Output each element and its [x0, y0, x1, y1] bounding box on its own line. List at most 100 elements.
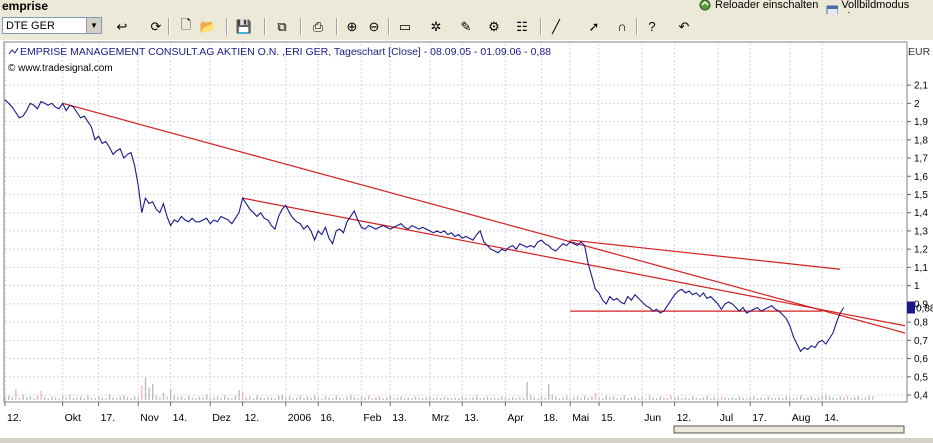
y-tick-label: 1,9 — [914, 117, 928, 128]
volume-bar — [472, 397, 474, 400]
volume-bar — [458, 398, 460, 400]
refresh-arrow-icon[interactable]: ↩ — [116, 18, 128, 34]
drawing-tool-icon[interactable]: ✎ — [460, 18, 472, 34]
volume-bar — [252, 398, 255, 400]
volume-bar — [670, 395, 672, 400]
y-tick-label: 0,7 — [914, 336, 928, 347]
volume-bar — [551, 394, 553, 400]
volume-bar — [141, 385, 143, 400]
y-tick-label: 1,5 — [914, 190, 928, 201]
volume-bar — [51, 396, 53, 400]
print-icon[interactable]: ⎙ — [312, 18, 324, 34]
volume-bar — [11, 397, 13, 400]
x-tick-label: 14. — [824, 412, 839, 424]
volume-bar — [321, 398, 323, 400]
volume-bar — [364, 397, 366, 400]
y-tick-label: 1,8 — [914, 135, 928, 146]
magnet-icon[interactable]: ∩ — [617, 19, 627, 34]
volume-bar — [80, 396, 82, 400]
volume-bar — [400, 396, 402, 400]
volume-bar — [278, 395, 280, 400]
volume-bar — [195, 398, 197, 400]
volume-bar — [854, 397, 856, 400]
chart-area[interactable]: 2,1 2 1,9 1,8 1,7 1,6 1,5 1,4 1,3 1,2 1,1 1 0,9 0,8 0,… — [0, 40, 933, 438]
volume-bar — [155, 395, 157, 400]
volume-bar — [576, 396, 579, 400]
reloader-toggle[interactable]: Reloader einschalten — [698, 0, 818, 11]
volume-bar — [422, 398, 424, 400]
volume-bar — [612, 396, 615, 400]
x-tick-label: 14. — [173, 412, 188, 424]
volume-bar — [357, 398, 359, 400]
volume-bar — [350, 394, 352, 400]
zoom-out-icon[interactable]: ⊖ — [368, 18, 380, 34]
horizontal-scrollbar[interactable] — [673, 425, 905, 434]
volume-bar — [180, 396, 183, 400]
volume-bar — [846, 395, 849, 400]
volume-bar — [40, 391, 42, 400]
volume-bar — [602, 398, 604, 400]
chart-refresh-icon[interactable]: ⟳ — [150, 18, 162, 34]
cursor-icon[interactable]: ➚ — [588, 18, 600, 34]
volume-bar — [206, 394, 208, 400]
last-value-label: 0,88 — [916, 304, 933, 315]
save-icon[interactable]: 💾 — [235, 18, 253, 34]
toolbar-separator — [540, 18, 542, 35]
y-tick-label: 1,6 — [914, 172, 928, 183]
volume-bar — [594, 392, 597, 400]
toolbar-separator — [336, 18, 338, 35]
volume-bar — [184, 398, 186, 400]
volume-bar — [814, 398, 816, 400]
indicator-icon[interactable]: ✲ — [430, 18, 442, 34]
volume-bar — [303, 398, 305, 400]
volume-bar — [393, 398, 395, 400]
copy-icon[interactable]: ⧉ — [277, 18, 287, 34]
volume-bar — [69, 394, 71, 400]
volume-bar — [353, 397, 355, 400]
y-tick-label: 0,9 — [914, 299, 928, 310]
y-tick-label: 2,1 — [914, 81, 928, 92]
volume-bar — [710, 398, 712, 400]
volume-bar — [335, 395, 337, 400]
volume-bar — [695, 397, 697, 400]
volume-bar — [108, 394, 111, 400]
volume-bar — [468, 398, 471, 400]
volume-bar — [242, 391, 244, 400]
volume-bar — [688, 398, 690, 400]
volume-bar — [54, 397, 57, 400]
volume-bar — [756, 398, 759, 400]
x-tick-label: Mrz — [432, 412, 450, 424]
properties-icon[interactable]: ☷ — [516, 18, 528, 34]
volume-bar — [418, 397, 420, 400]
new-document-icon[interactable]: 🗋 — [180, 16, 192, 32]
settings-icon[interactable]: ⚙ — [488, 18, 500, 34]
volume-bar — [616, 398, 618, 400]
volume-bar — [94, 398, 96, 400]
volume-bar — [864, 397, 867, 400]
window-icon[interactable]: ▭ — [398, 18, 412, 34]
volume-bar — [126, 397, 129, 400]
undo-icon[interactable]: ↶ — [678, 18, 690, 34]
volume-bar — [782, 398, 784, 400]
volume-bar — [18, 398, 21, 400]
chevron-down-icon[interactable]: ▼ — [86, 18, 101, 33]
chart-title: EMPRISE MANAGEMENT CONSULT.AG AKTIEN O.N… — [20, 46, 551, 58]
x-tick-label: Okt — [65, 412, 81, 424]
symbol-select[interactable]: DTE GER ▼ — [2, 17, 102, 34]
volume-bar — [447, 397, 449, 400]
open-folder-icon[interactable]: 📂 — [199, 18, 217, 34]
line-tool-icon[interactable]: ╱ — [552, 18, 560, 34]
x-tick-label: 2006 — [288, 412, 312, 424]
volume-bar — [738, 396, 741, 400]
volume-bar — [692, 396, 694, 400]
price-chart[interactable]: 2,1 2 1,9 1,8 1,7 1,6 1,5 1,4 1,3 1,2 1,1 1 0,9 0,8 0,… — [0, 40, 933, 438]
volume-bar — [720, 396, 723, 400]
volume-bar — [137, 397, 139, 400]
volume-bar — [857, 396, 859, 400]
zoom-in-icon[interactable]: ⊕ — [346, 18, 358, 34]
volume-bar — [540, 396, 543, 400]
volume-bar — [861, 398, 863, 400]
volume-bar — [486, 396, 489, 400]
volume-bar — [26, 397, 28, 400]
help-icon[interactable]: ? — [648, 19, 656, 34]
